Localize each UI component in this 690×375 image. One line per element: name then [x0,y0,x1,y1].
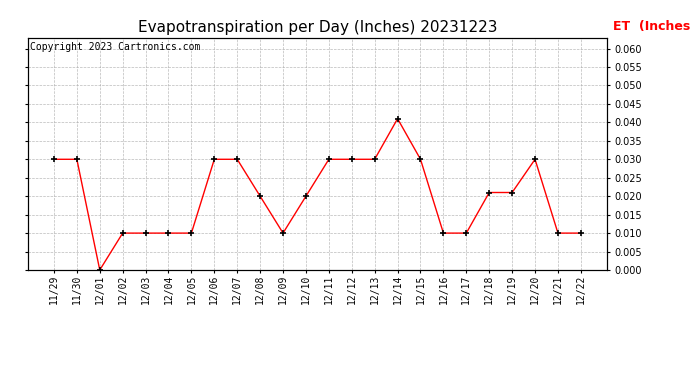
Text: Copyright 2023 Cartronics.com: Copyright 2023 Cartronics.com [30,42,201,52]
Text: ET  (Inches): ET (Inches) [613,20,690,33]
Title: Evapotranspiration per Day (Inches) 20231223: Evapotranspiration per Day (Inches) 2023… [137,20,497,35]
